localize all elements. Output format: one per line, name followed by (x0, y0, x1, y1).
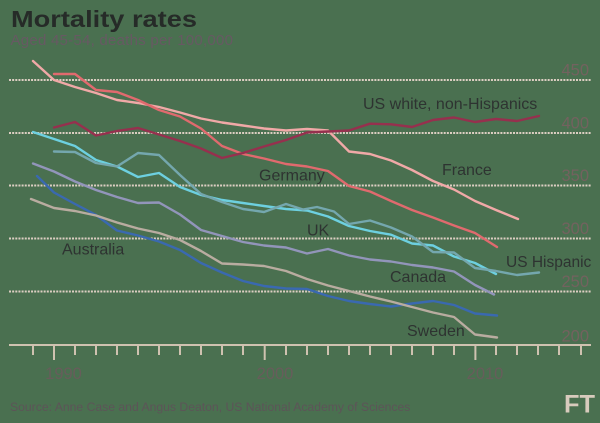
svg-text:300: 300 (561, 220, 589, 238)
svg-text:Mortality rates: Mortality rates (11, 6, 197, 32)
svg-text:Germany: Germany (259, 168, 325, 185)
svg-text:200: 200 (561, 328, 589, 346)
svg-text:Canada: Canada (390, 269, 446, 286)
svg-text:250: 250 (561, 273, 589, 291)
svg-text:UK: UK (307, 223, 330, 240)
svg-text:Sweden: Sweden (407, 323, 465, 340)
svg-text:Aged 45-54, deaths per 100,000: Aged 45-54, deaths per 100,000 (11, 32, 234, 49)
svg-text:2000: 2000 (257, 365, 294, 383)
svg-text:1990: 1990 (45, 365, 82, 383)
svg-text:450: 450 (561, 62, 589, 80)
svg-text:US white, non-Hispanics: US white, non-Hispanics (363, 96, 537, 113)
svg-text:Source: Anne Case and Angus De: Source: Anne Case and Angus Deaton, US N… (10, 400, 410, 414)
svg-text:US Hispanic: US Hispanic (506, 254, 592, 271)
svg-text:2010: 2010 (467, 365, 504, 383)
svg-text:France: France (442, 162, 492, 179)
svg-text:350: 350 (561, 167, 589, 185)
svg-text:FT: FT (564, 391, 595, 419)
svg-text:Australia: Australia (62, 242, 124, 259)
svg-text:400: 400 (561, 115, 589, 133)
